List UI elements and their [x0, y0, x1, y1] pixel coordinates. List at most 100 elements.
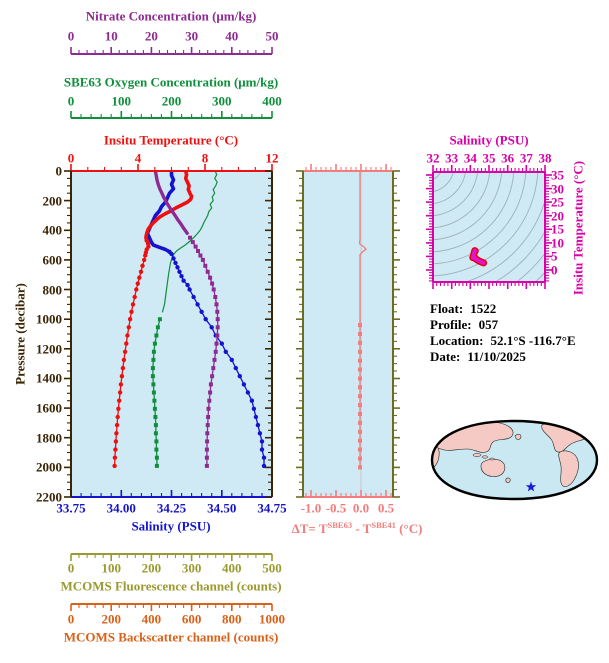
- temperature-profile-marker: [140, 263, 145, 268]
- oxygen-profile-marker: [152, 341, 157, 346]
- tick-label: 1600: [36, 400, 62, 416]
- nitrate-profile-marker: [214, 341, 219, 346]
- delta-t-marker: [358, 403, 362, 408]
- tick-label: 20: [551, 208, 564, 224]
- nitrate-profile-marker: [215, 325, 220, 330]
- temperature-profile-marker: [122, 349, 128, 354]
- oxygen-profile-marker: [153, 423, 158, 428]
- map-land-japan: [514, 433, 522, 440]
- map-land-indonesia: [489, 457, 495, 461]
- main-plot-background: [71, 171, 272, 497]
- temperature-profile-marker: [137, 275, 142, 280]
- temperature-axis-title: Insitu Temperature (°C): [103, 132, 239, 148]
- salinity-profile-marker: [177, 269, 182, 274]
- temperature-profile-marker: [112, 463, 117, 469]
- salinity-profile-marker: [203, 317, 208, 322]
- tick-label: 0: [67, 150, 75, 166]
- oxygen-profile-marker: [153, 431, 158, 436]
- temperature-profile-marker: [138, 269, 144, 274]
- tick-label: 30: [551, 181, 564, 197]
- nitrate-profile-marker: [211, 287, 216, 292]
- oxygen-profile-marker: [154, 463, 159, 468]
- oxygen-profile-marker: [152, 406, 157, 411]
- delta-t-plot-background: [303, 171, 393, 497]
- tick-label: 20: [144, 28, 158, 44]
- temperature-profile-marker: [125, 333, 130, 338]
- salinity-profile-marker: [251, 406, 257, 411]
- oxygen-axis-title: SBE63 Oxygen Concentration (μm/kg): [63, 74, 279, 90]
- tick-label: 0.5: [377, 500, 395, 516]
- temperature-profile-marker: [129, 309, 134, 314]
- nitrate-profile-marker: [215, 309, 220, 314]
- delta-t-marker: [358, 420, 362, 425]
- tick-label: 800: [42, 282, 63, 298]
- nitrate-profile-marker: [204, 463, 209, 468]
- axes: [64, 47, 552, 611]
- ts-curve: [470, 248, 486, 265]
- temperature-profile-marker: [117, 390, 123, 395]
- tick-label: 25: [551, 194, 564, 210]
- salinity-profile-marker: [175, 265, 180, 270]
- salinity-profile-marker: [257, 431, 263, 436]
- nitrate-profile-marker: [190, 240, 195, 245]
- profile-curves: [112, 172, 267, 469]
- tick-label: 200: [101, 611, 121, 627]
- delta-t-marker: [358, 349, 362, 354]
- tick-label: 38: [538, 150, 552, 166]
- date-value: 11/10/2025: [467, 349, 526, 364]
- temperature-profile-marker: [130, 302, 136, 307]
- temperature-profile-marker: [119, 374, 125, 379]
- delta-t-marker: [358, 465, 362, 470]
- delta-t-marker: [358, 385, 362, 390]
- delta-t-marker: [358, 323, 362, 328]
- location-label: Location:: [430, 333, 484, 348]
- nitrate-profile-marker: [208, 390, 213, 395]
- delta-t-marker: [358, 456, 362, 461]
- tick-label: 0: [67, 28, 75, 44]
- tick-label: 34.00: [106, 500, 136, 516]
- oxygen-profile-marker: [154, 455, 159, 460]
- salinity-profile-marker: [245, 390, 251, 395]
- salinity-profile-marker: [233, 365, 238, 371]
- float-info-line: Profile: 057: [430, 317, 576, 333]
- nitrate-profile-marker: [208, 275, 213, 280]
- salinity-profile-line: [145, 172, 176, 254]
- salinity-profile-marker: [259, 447, 265, 452]
- tick-label: 400: [222, 560, 242, 576]
- nitrate-profile-marker: [203, 263, 208, 268]
- salinity-profile-marker: [261, 455, 267, 460]
- salinity-profile-marker: [255, 422, 261, 428]
- salinity-profile-marker: [169, 251, 174, 257]
- profile-value: 057: [478, 317, 499, 332]
- nitrate-profile-marker: [215, 333, 220, 338]
- nitrate-profile-marker: [205, 269, 210, 274]
- oxygen-profile-marker: [150, 374, 155, 379]
- nitrate-profile-marker: [200, 257, 205, 262]
- salinity-profile-marker: [171, 256, 176, 261]
- salinity-profile-marker: [219, 341, 224, 346]
- tick-label: 600: [42, 252, 63, 268]
- salinity-profile-marker: [179, 274, 184, 279]
- oxygen-profile-marker: [154, 439, 159, 444]
- tick-label: 0.0: [352, 500, 370, 516]
- nitrate-profile-marker: [193, 244, 198, 249]
- delta-t-axis-title: ΔT= TSBE63 - TSBE41 (°C): [291, 521, 423, 537]
- oxygen-profile-marker: [151, 390, 156, 395]
- nitrate-profile-marker: [210, 281, 215, 286]
- pressure-axis-title: Pressure (decibar): [12, 283, 28, 385]
- salinity-profile-marker: [229, 357, 234, 363]
- tick-label: 30: [185, 28, 199, 44]
- float-location-star: [525, 481, 537, 492]
- nitrate-profile-marker: [205, 431, 210, 436]
- delta-t-marker: [358, 358, 362, 363]
- world-map: [430, 419, 599, 501]
- tick-label: 400: [141, 611, 162, 627]
- delta-t-marker: [358, 447, 362, 452]
- temperature-profile-marker: [118, 382, 124, 387]
- oxygen-profile-line: [161, 172, 218, 313]
- tick-label: 1400: [36, 370, 62, 386]
- delta-t-title-part: ΔT= T: [291, 521, 328, 537]
- tick-label: 4: [134, 150, 142, 166]
- oxygen-profile-marker: [151, 349, 156, 354]
